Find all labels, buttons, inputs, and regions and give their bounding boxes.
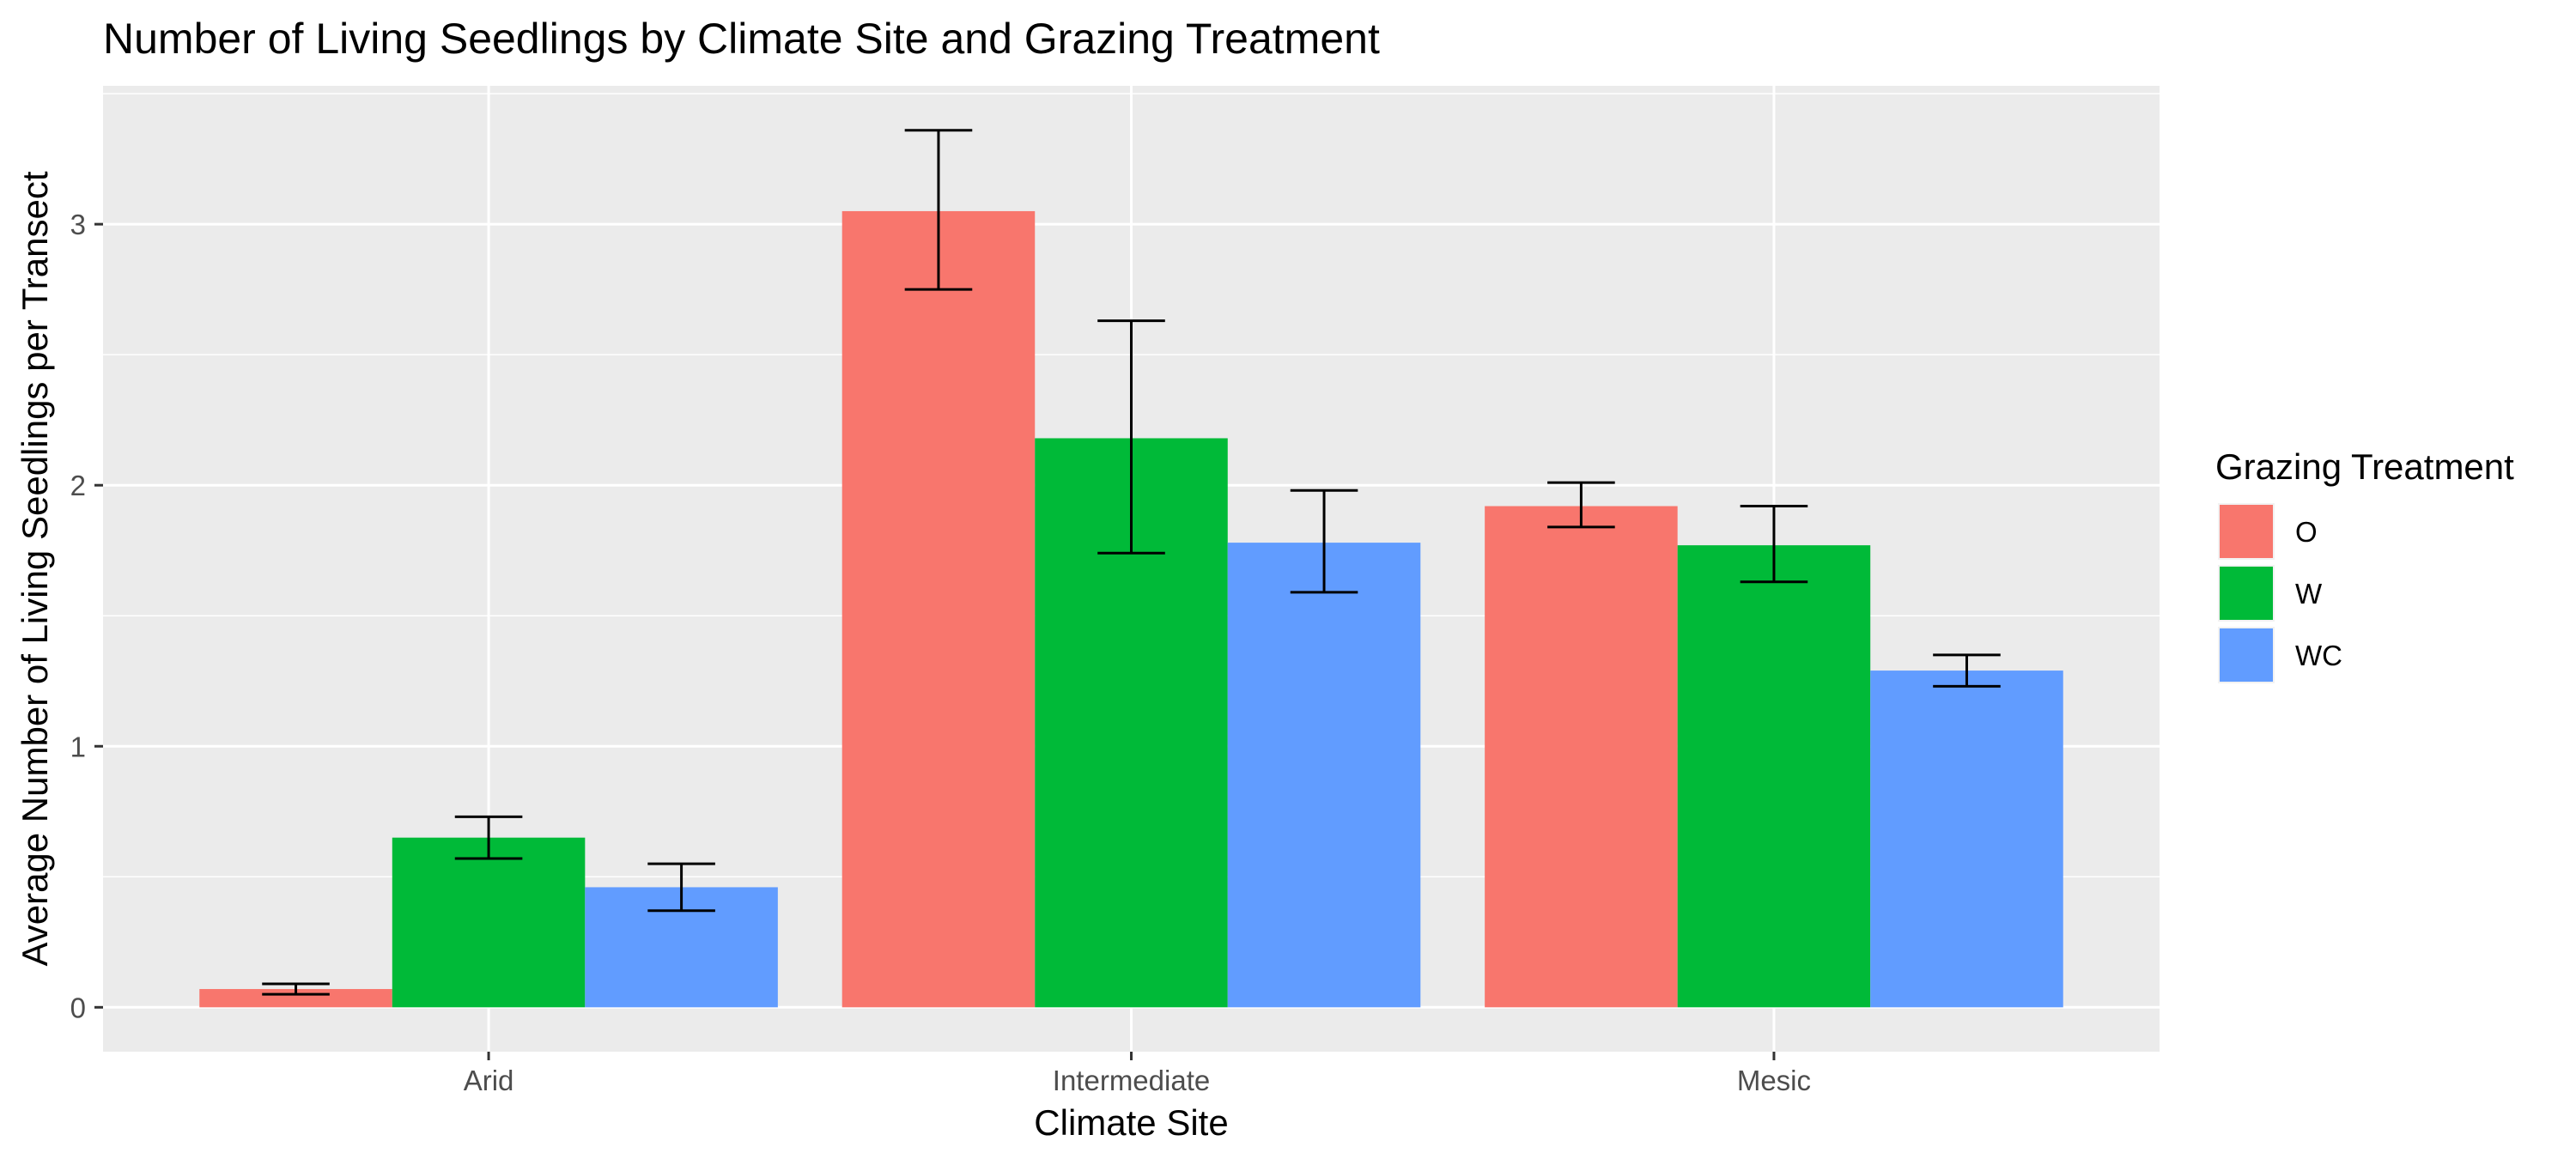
legend-key-O bbox=[2220, 505, 2273, 558]
chart-title: Number of Living Seedlings by Climate Si… bbox=[103, 15, 1380, 63]
error-bars bbox=[262, 129, 2001, 996]
error-bar-O-Arid bbox=[262, 982, 330, 996]
bar-WC-Intermediate bbox=[1227, 543, 1421, 1008]
error-bar-W-Mesic bbox=[1740, 505, 1808, 584]
error-bar-WC-Mesic bbox=[1933, 653, 2001, 688]
legend-label-O: O bbox=[2295, 516, 2318, 548]
y-tick-label: 2 bbox=[70, 470, 86, 501]
y-tick-label: 1 bbox=[70, 731, 86, 762]
legend: Grazing Treatment OW WC bbox=[2215, 446, 2514, 683]
error-bar-W-Intermediate bbox=[1097, 319, 1165, 555]
error-bar-O-Intermediate bbox=[904, 129, 973, 291]
error-bar-WC-Arid bbox=[647, 862, 715, 913]
legend-label-WC: WC bbox=[2295, 640, 2342, 671]
error-bar-WC-Intermediate bbox=[1290, 488, 1358, 594]
bar-WC-Mesic bbox=[1870, 671, 2063, 1008]
x-axis: Arid Intermediate Mesic bbox=[464, 1052, 1811, 1096]
y-axis: 0 1 2 3 bbox=[70, 209, 103, 1023]
bar-O-Intermediate bbox=[841, 210, 1036, 1008]
y-axis-title: Average Number of Living Seedlings per T… bbox=[15, 171, 55, 966]
y-tick-label: 0 bbox=[70, 992, 86, 1023]
bar-W-Arid bbox=[392, 837, 586, 1008]
error-bar-W-Arid bbox=[454, 815, 523, 860]
legend-key-WC bbox=[2220, 628, 2273, 682]
x-tick-label: Intermediate bbox=[1053, 1065, 1210, 1096]
bar-O-Mesic bbox=[1485, 506, 1678, 1008]
x-axis-title: Climate Site bbox=[1034, 1102, 1228, 1143]
bar-W-Mesic bbox=[1677, 545, 1871, 1008]
x-tick-label: Arid bbox=[464, 1065, 514, 1096]
legend-label-W: W bbox=[2295, 578, 2323, 610]
error-bar-O-Mesic bbox=[1547, 481, 1615, 529]
legend-title: Grazing Treatment bbox=[2215, 446, 2514, 487]
y-tick-label: 3 bbox=[70, 209, 86, 240]
x-tick-label: Mesic bbox=[1737, 1065, 1811, 1096]
legend-key-W bbox=[2220, 567, 2273, 620]
bars bbox=[199, 210, 2063, 1008]
bar-O-Arid bbox=[199, 989, 392, 1008]
